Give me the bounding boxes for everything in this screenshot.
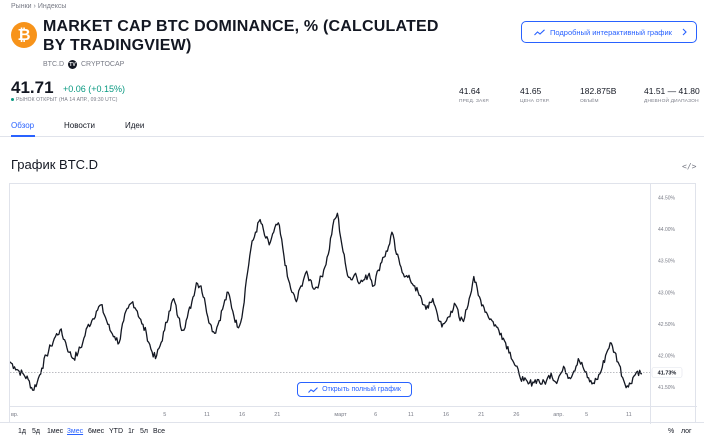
- quote-timestamp: (НА 14 АПР., 09:30 UTC): [58, 97, 118, 103]
- range-5d[interactable]: 5д: [32, 428, 40, 435]
- y-tick-label: 43.00%: [658, 290, 676, 296]
- chart-line-icon: [308, 386, 318, 393]
- market-status-text: РЫНОК ОТКРЫТ: [16, 97, 58, 103]
- stat-label: ОБЪЁМ: [580, 99, 599, 104]
- chart-line-icon: [534, 28, 545, 35]
- tradingview-badge-icon: TV: [68, 60, 77, 69]
- price-change: +0.06 (+0.15%): [63, 84, 126, 94]
- chevron-right-icon: [682, 28, 687, 36]
- market-status: РЫНОК ОТКРЫТ (НА 14 АПР., 09:30 UTC): [11, 97, 117, 103]
- x-tick-label: 5: [585, 412, 588, 418]
- embed-code-icon[interactable]: </>: [682, 162, 697, 171]
- stat-prev-close: 41.64 ПРЕД. ЗАКР.: [459, 86, 489, 104]
- stat-value: 41.51 — 41.80: [644, 86, 700, 96]
- log-scale-toggle[interactable]: лог: [681, 428, 692, 435]
- btc-dominance-line: [10, 212, 643, 391]
- y-tick-label: 44.50%: [658, 195, 676, 201]
- breadcrumb-markets[interactable]: Рынки: [11, 3, 32, 10]
- symbol-subline: BTC.D TV CRYPTOCAP: [43, 60, 124, 69]
- range-all[interactable]: Все: [153, 428, 166, 435]
- range-3m[interactable]: 3мес: [67, 428, 84, 435]
- price-chart[interactable]: 41.50% 42.00% 42.50% 43.00% 43.50% 44.00% 44.5…: [9, 183, 697, 424]
- stat-value: 41.65: [520, 86, 542, 96]
- advanced-chart-button-label: Подробный интерактивный график: [550, 27, 672, 37]
- advanced-chart-button[interactable]: Подробный интерактивный график: [521, 21, 697, 43]
- chart-svg[interactable]: 41.50% 42.00% 42.50% 43.00% 43.50% 44.00% 44.5…: [10, 184, 697, 424]
- stat-day-range: 41.51 — 41.80 ДНЕВНОЙ ДИАПАЗОН: [644, 86, 700, 104]
- page-title: MARKET CAP BTC DOMINANCE, % (CALCULATED …: [43, 18, 439, 54]
- stat-open: 41.65 ЦЕНА ОТКР.: [520, 86, 550, 104]
- percent-scale-toggle[interactable]: %: [668, 428, 675, 435]
- x-tick-label: 11: [626, 412, 632, 418]
- y-tick-label: 42.00%: [658, 353, 676, 359]
- stat-value: 182.875B: [580, 86, 617, 96]
- exchange-label[interactable]: CRYPTOCAP: [81, 61, 125, 68]
- y-tick-label: 43.50%: [658, 259, 676, 265]
- range-5y[interactable]: 5л: [140, 428, 148, 435]
- tab-overview[interactable]: Обзор: [11, 121, 35, 130]
- last-price: 41.71: [11, 78, 54, 97]
- x-tick-label: 21: [274, 412, 280, 418]
- y-tick-label: 41.50%: [658, 385, 676, 391]
- x-tick-label: вр.: [11, 412, 19, 418]
- chart-title: График BTC.D: [11, 157, 99, 172]
- bitcoin-logo-icon: ₿: [11, 22, 37, 48]
- tab-ideas[interactable]: Идеи: [125, 121, 145, 130]
- x-tick-label: 11: [204, 412, 210, 418]
- x-tick-label: 11: [408, 412, 414, 418]
- breadcrumb: Рынки › Индексы: [11, 3, 66, 10]
- x-tick-label: март: [334, 412, 347, 418]
- market-open-dot-icon: [11, 98, 14, 102]
- stat-volume: 182.875B ОБЪЁМ: [580, 86, 616, 104]
- ticker-label: BTC.D: [43, 61, 64, 68]
- open-full-chart-button[interactable]: Открыть полный график: [297, 382, 412, 397]
- stat-label: ЦЕНА ОТКР.: [520, 99, 550, 104]
- x-tick-label: 16: [239, 412, 245, 418]
- breadcrumb-separator: ›: [33, 3, 36, 10]
- x-tick-label: 6: [374, 412, 377, 418]
- breadcrumb-indices[interactable]: Индексы: [37, 3, 67, 10]
- open-full-chart-label: Открыть полный график: [322, 386, 401, 393]
- x-tick-label: 5: [163, 412, 166, 418]
- range-1m[interactable]: 1мес: [47, 428, 64, 435]
- tab-active-indicator: [11, 135, 35, 137]
- range-6m[interactable]: 6мес: [88, 428, 105, 435]
- x-tick-label: апр.: [553, 412, 564, 418]
- time-range-bar: 1д 5д 1мес 3мес 6мес YTD 1г 5л Все % лог: [0, 422, 704, 445]
- x-tick-label: 26: [513, 412, 519, 418]
- range-1y[interactable]: 1г: [128, 428, 135, 435]
- stat-label: ПРЕД. ЗАКР.: [459, 99, 490, 104]
- y-tick-label: 42.50%: [658, 322, 676, 328]
- range-1d[interactable]: 1д: [18, 428, 26, 435]
- x-tick-label: 21: [478, 412, 484, 418]
- last-value-badge: [651, 367, 683, 378]
- last-value-label: 41.73%: [658, 371, 677, 377]
- range-ytd[interactable]: YTD: [109, 428, 123, 435]
- x-tick-label: 16: [443, 412, 449, 418]
- stat-label: ДНЕВНОЙ ДИАПАЗОН: [644, 99, 699, 104]
- section-tabs: Обзор Новости Идеи: [0, 118, 704, 137]
- tab-news[interactable]: Новости: [64, 121, 95, 130]
- y-tick-label: 44.00%: [658, 227, 676, 233]
- logo-glyph: ₿: [17, 25, 31, 44]
- stat-value: 41.64: [459, 86, 481, 96]
